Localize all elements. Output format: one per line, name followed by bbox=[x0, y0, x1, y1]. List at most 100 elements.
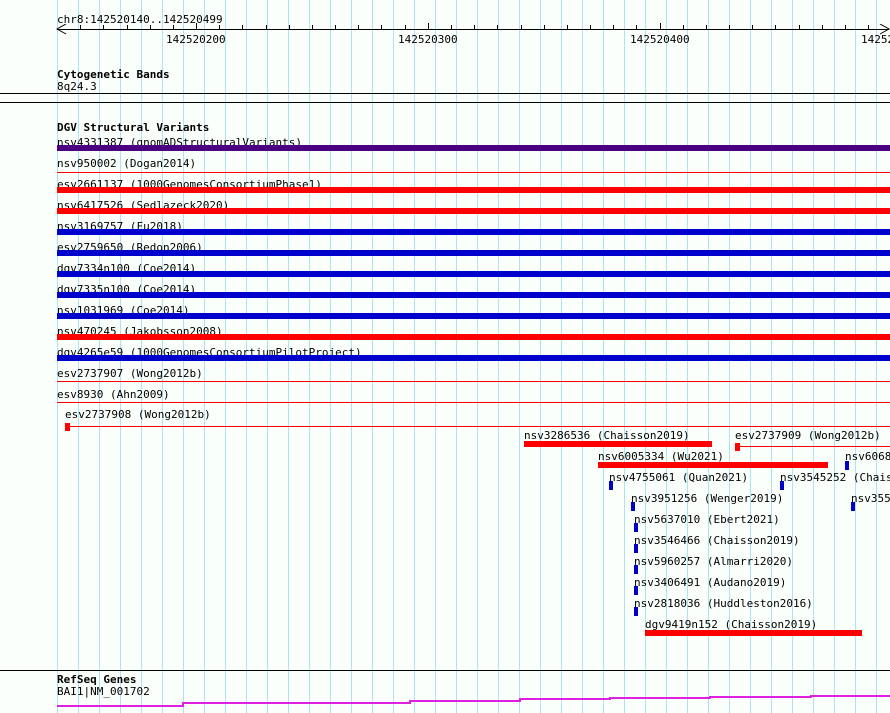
variant-bar[interactable] bbox=[645, 630, 862, 636]
variant-tick-mark[interactable] bbox=[845, 461, 849, 470]
variant-label[interactable]: nsv5637010 (Ebert2021) bbox=[634, 513, 780, 526]
ruler-tick bbox=[103, 25, 104, 29]
ruler-tick bbox=[799, 25, 800, 29]
variant-tick-mark[interactable] bbox=[634, 565, 638, 574]
ruler-tick-label: 142520300 bbox=[398, 33, 458, 46]
ruler-tick bbox=[752, 25, 753, 29]
dgv-section-title: DGV Structural Variants bbox=[57, 121, 210, 134]
variant-tick-mark[interactable] bbox=[609, 481, 613, 490]
variant-bar[interactable] bbox=[57, 313, 890, 319]
gene-segment[interactable] bbox=[810, 695, 890, 697]
variant-label[interactable]: nsv4755061 (Quan2021) bbox=[609, 471, 749, 484]
variant-label[interactable]: esv8930 (Ahn2009) bbox=[57, 388, 170, 401]
ruler-tick bbox=[567, 25, 568, 29]
ruler-tick bbox=[451, 25, 452, 29]
variant-start-cap[interactable] bbox=[735, 443, 740, 451]
variant-label[interactable]: dgv9419n152 (Chaisson2019) bbox=[645, 618, 818, 631]
variant-label[interactable]: nsv3406491 (Audano2019) bbox=[634, 576, 787, 589]
ruler-tick bbox=[636, 25, 637, 29]
variant-bar[interactable] bbox=[57, 145, 890, 151]
variant-bar[interactable] bbox=[57, 250, 890, 256]
cytoband-section-title: Cytogenetic Bands bbox=[57, 68, 170, 81]
variant-label[interactable]: esv2737907 (Wong2012b) bbox=[57, 367, 203, 380]
ruler-tick bbox=[405, 25, 406, 29]
ruler-tick bbox=[219, 25, 220, 29]
ruler-tick bbox=[683, 25, 684, 29]
variant-tick-mark[interactable] bbox=[631, 502, 635, 511]
section-separator bbox=[0, 670, 890, 671]
ruler-major-tick bbox=[660, 23, 661, 29]
variant-label[interactable]: esv2737909 (Wong2012b) bbox=[735, 429, 881, 442]
gene-segment[interactable] bbox=[709, 696, 810, 698]
ruler-tick bbox=[845, 25, 846, 29]
gene-segment[interactable] bbox=[209, 702, 409, 704]
ruler-tick bbox=[613, 25, 614, 29]
ruler-tick bbox=[242, 25, 243, 29]
ruler-tick bbox=[381, 25, 382, 29]
variant-tick-mark[interactable] bbox=[634, 544, 638, 553]
variant-tick-mark[interactable] bbox=[634, 523, 638, 532]
ruler-major-tick bbox=[428, 23, 429, 29]
ruler-tick-label: 142520400 bbox=[630, 33, 690, 46]
variant-label[interactable]: nsv3550 bbox=[851, 492, 890, 505]
variant-bar[interactable] bbox=[57, 334, 890, 340]
ruler-tick bbox=[521, 25, 522, 29]
refseq-gene-label[interactable]: BAI1|NM_001702 bbox=[57, 685, 150, 698]
variant-thin-line[interactable] bbox=[57, 381, 890, 382]
ruler-tick bbox=[312, 25, 313, 29]
gene-segment[interactable] bbox=[57, 705, 182, 707]
variant-thin-line[interactable] bbox=[735, 446, 890, 447]
variant-label[interactable]: nsv60681 bbox=[845, 450, 890, 463]
variant-bar[interactable] bbox=[598, 462, 828, 468]
ruler-tick bbox=[544, 25, 545, 29]
variant-label[interactable]: nsv2818036 (Huddleston2016) bbox=[634, 597, 813, 610]
variant-bar[interactable] bbox=[57, 271, 890, 277]
variant-thin-line[interactable] bbox=[57, 402, 890, 403]
ruler-tick bbox=[289, 25, 290, 29]
gene-segment[interactable] bbox=[609, 697, 709, 699]
variant-bar[interactable] bbox=[57, 208, 890, 214]
gene-segment[interactable] bbox=[519, 698, 609, 700]
ruler-tick bbox=[358, 25, 359, 29]
ruler-tick bbox=[173, 25, 174, 29]
variant-bar[interactable] bbox=[57, 187, 890, 193]
gene-connector bbox=[182, 702, 184, 707]
ruler-tick bbox=[822, 25, 823, 29]
variant-label[interactable]: nsv5960257 (Almarri2020) bbox=[634, 555, 793, 568]
gene-connector bbox=[409, 700, 411, 704]
variant-label[interactable]: nsv950002 (Dogan2014) bbox=[57, 157, 197, 170]
variant-bar[interactable] bbox=[57, 355, 890, 361]
variant-label[interactable]: nsv3951256 (Wenger2019) bbox=[631, 492, 784, 505]
variant-bar[interactable] bbox=[57, 292, 890, 298]
cytoband-band-label: 8q24.3 bbox=[57, 80, 97, 93]
variant-start-cap[interactable] bbox=[65, 423, 70, 431]
variant-thin-line[interactable] bbox=[57, 172, 890, 173]
variant-label[interactable]: esv2737908 (Wong2012b) bbox=[65, 408, 211, 421]
variant-thin-line[interactable] bbox=[65, 426, 890, 427]
section-separator bbox=[0, 102, 890, 103]
variant-tick-mark[interactable] bbox=[634, 586, 638, 595]
gene-segment[interactable] bbox=[409, 700, 519, 702]
gene-segment[interactable] bbox=[182, 702, 209, 704]
variant-label[interactable]: nsv3286536 (Chaisson2019) bbox=[524, 429, 690, 442]
variant-tick-mark[interactable] bbox=[851, 502, 855, 511]
ruler-tick bbox=[80, 25, 81, 29]
ruler-tick bbox=[590, 25, 591, 29]
variant-bar[interactable] bbox=[524, 441, 712, 447]
variant-label[interactable]: nsv3546466 (Chaisson2019) bbox=[634, 534, 800, 547]
ruler-tick bbox=[706, 25, 707, 29]
ruler-tick bbox=[775, 25, 776, 29]
ruler-axis bbox=[57, 29, 889, 30]
variant-tick-mark[interactable] bbox=[780, 481, 784, 490]
ruler-tick bbox=[497, 25, 498, 29]
ruler-tick bbox=[474, 25, 475, 29]
variant-tick-mark[interactable] bbox=[634, 607, 638, 616]
refseq-section-title: RefSeq Genes bbox=[57, 673, 137, 686]
variant-label[interactable]: nsv6005334 (Wu2021) bbox=[598, 450, 724, 463]
locus-label: chr8:142520140..142520499 bbox=[57, 13, 223, 26]
variant-label[interactable]: nsv3545252 (Chaisso bbox=[780, 471, 890, 484]
ruler-tick bbox=[127, 25, 128, 29]
ruler-tick bbox=[729, 25, 730, 29]
variant-bar[interactable] bbox=[57, 229, 890, 235]
